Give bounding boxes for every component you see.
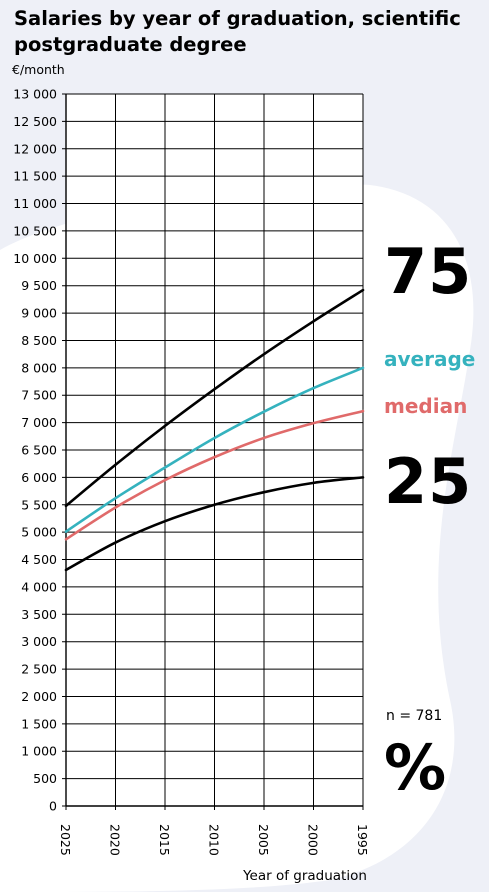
y-tick-label: 9 000: [21, 306, 57, 321]
x-tick-label: 2010: [207, 824, 222, 856]
x-axis-ticks: 2025 2020 2015 2010 2005 2000 1995: [58, 824, 370, 856]
y-tick-label: 7 000: [21, 415, 57, 430]
y-tick-label: 6 500: [21, 443, 57, 458]
x-tick-label: 2015: [157, 824, 172, 856]
legend-p75: 75: [384, 235, 473, 308]
legend-median: median: [384, 394, 468, 418]
y-axis-unit-label: €/month: [12, 62, 65, 77]
y-tick-label: 12 500: [13, 114, 57, 129]
x-tick-label: 2000: [306, 824, 321, 856]
x-axis-label: Year of graduation: [243, 868, 367, 884]
x-tick-label: 2020: [108, 824, 123, 856]
y-tick-label: 12 000: [13, 141, 57, 156]
series-line-average: [64, 366, 365, 533]
y-tick-label: 2 000: [21, 689, 57, 704]
y-tick-label: 3 000: [21, 634, 57, 649]
y-tick-label: 5 500: [21, 497, 57, 512]
y-tick-label: 7 500: [21, 388, 57, 403]
y-tick-label: 6 000: [21, 470, 57, 485]
legend-p25: 25: [384, 445, 473, 518]
y-tick-label: 1 500: [21, 716, 57, 731]
chart-title: Salaries by year of graduation, scientif…: [14, 7, 461, 56]
y-tick-label: 13 000: [13, 87, 57, 102]
y-tick-label: 11 000: [13, 196, 57, 211]
series-line-median: [64, 409, 365, 541]
sample-size-label: n = 781: [386, 708, 443, 724]
x-tick-label: 1995: [355, 824, 370, 856]
series-line-p75: [64, 288, 365, 508]
y-tick-label: 0: [49, 799, 57, 814]
y-tick-label: 1 000: [21, 744, 57, 759]
y-tick-label: 11 500: [13, 169, 57, 184]
y-tick-label: 2 500: [21, 662, 57, 677]
series-line-p25: [64, 476, 365, 572]
y-tick-label: 8 000: [21, 360, 57, 375]
y-tick-label: 4 500: [21, 552, 57, 567]
y-tick-label: 500: [33, 771, 57, 786]
y-axis-ticks: 0 500 1 000 1 500 2 000 2 500 3 000 3 500 4 000 4…: [13, 87, 57, 814]
y-tick-label: 9 500: [21, 278, 57, 293]
y-tick-label: 10 000: [13, 251, 57, 266]
y-tick-label: 5 000: [21, 525, 57, 540]
percent-symbol: %: [384, 731, 448, 804]
y-tick-label: 10 500: [13, 223, 57, 238]
y-tick-label: 8 500: [21, 333, 57, 348]
chart-grid: [62, 93, 364, 810]
x-tick-label: 2025: [58, 824, 73, 856]
y-tick-label: 3 500: [21, 607, 57, 622]
legend-average: average: [384, 347, 476, 371]
chart-series: [64, 288, 365, 572]
y-tick-label: 4 000: [21, 579, 57, 594]
x-tick-label: 2005: [256, 824, 271, 856]
